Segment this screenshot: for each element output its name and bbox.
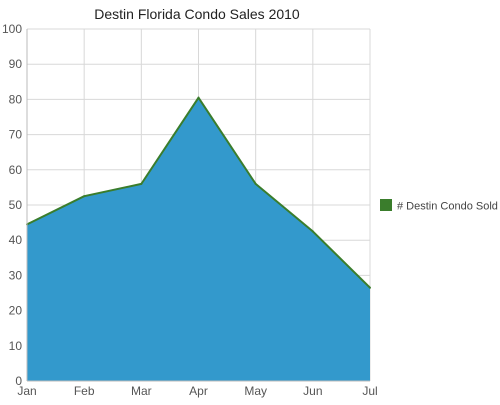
legend: # Destin Condo Sold xyxy=(380,199,498,213)
x-tick-label: Apr xyxy=(189,384,208,398)
legend-label: # Destin Condo Sold xyxy=(397,201,498,213)
data-point xyxy=(369,286,371,289)
x-tick-label: Mar xyxy=(131,384,152,398)
x-tick-label: Feb xyxy=(74,384,95,398)
y-tick-label: 100 xyxy=(2,22,22,36)
y-tick-label: 0 xyxy=(15,374,22,388)
y-tick-label: 90 xyxy=(9,57,23,71)
x-tick-label: May xyxy=(244,384,267,398)
y-tick-label: 10 xyxy=(9,339,23,353)
y-tick-label: 60 xyxy=(9,163,23,177)
y-tick-label: 30 xyxy=(9,268,23,282)
y-tick-label: 50 xyxy=(9,198,23,212)
data-point xyxy=(83,195,86,198)
data-point xyxy=(311,230,314,233)
y-tick-label: 20 xyxy=(9,304,23,318)
y-tick-label: 80 xyxy=(9,92,23,106)
x-tick-label: Jan xyxy=(17,384,36,398)
y-tick-label: 40 xyxy=(9,233,23,247)
chart-title: Destin Florida Condo Sales 2010 xyxy=(94,6,300,22)
x-tick-label: Jun xyxy=(303,384,322,398)
series-area xyxy=(27,97,370,381)
x-tick-label: Jul xyxy=(362,384,377,398)
axis-layer: 0 10 20 30 40 50 60 70 80 90 100 Jan Feb Mar Apr May Jun… xyxy=(2,22,378,398)
data-point xyxy=(254,182,257,185)
y-tick-label: 70 xyxy=(9,128,23,142)
data-point xyxy=(140,182,143,185)
data-point xyxy=(197,96,200,99)
legend-swatch xyxy=(380,199,392,211)
